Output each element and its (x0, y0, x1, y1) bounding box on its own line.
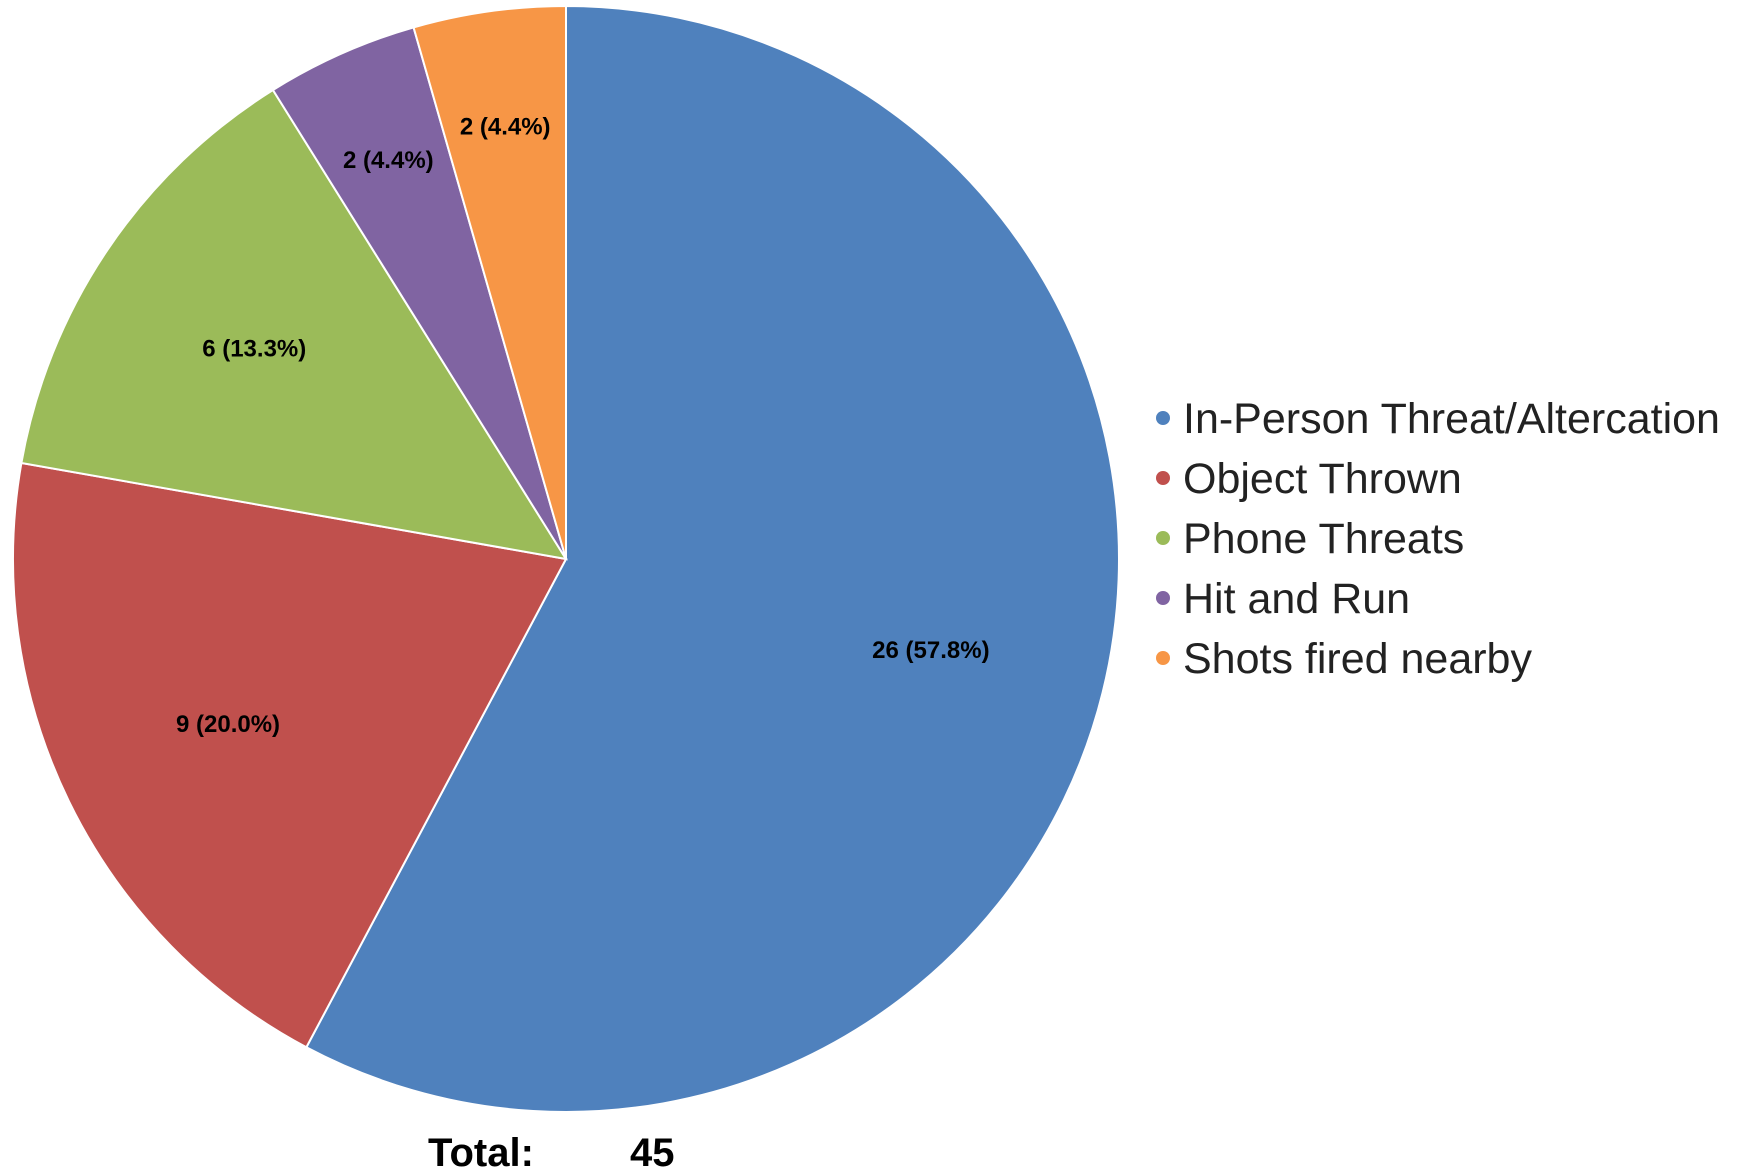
data-label-phone-threats: 6 (13.3%) (202, 336, 306, 363)
data-label-shots-fired-nearby: 2 (4.4%) (460, 113, 551, 140)
legend-item-shots-fired-nearby: Shots fired nearby (1156, 635, 1532, 683)
legend-marker (1156, 531, 1170, 545)
legend-label: Shots fired nearby (1183, 635, 1532, 683)
data-label-in-person-threat-altercation: 26 (57.8%) (872, 637, 989, 664)
legend: In-Person Threat/Altercation Object Throw… (1156, 395, 1720, 683)
legend-item-object-thrown: Object Thrown (1156, 455, 1462, 503)
legend-marker (1156, 651, 1170, 665)
legend-item-hit-and-run: Hit and Run (1156, 575, 1410, 623)
pie-slice-in-person-threat-altercation (305, 4, 1120, 1113)
legend-label: Hit and Run (1183, 575, 1410, 623)
total-label: Total: (428, 1131, 534, 1172)
pie-slice-object-thrown (12, 461, 568, 1049)
legend-item-in-person-threat-altercation: In-Person Threat/Altercation (1156, 395, 1720, 443)
pie-slices (12, 4, 1120, 1113)
pie-slice-shots-fired-nearby (412, 4, 567, 560)
legend-marker (1156, 471, 1170, 485)
legend-item-phone-threats: Phone Threats (1156, 515, 1464, 563)
legend-label: In-Person Threat/Altercation (1183, 395, 1720, 443)
legend-label: Phone Threats (1183, 515, 1464, 563)
legend-marker (1156, 411, 1170, 425)
pie-slice-phone-threats (20, 88, 569, 561)
total-value: 45 (630, 1131, 675, 1172)
data-label-hit-and-run: 2 (4.4%) (343, 147, 434, 174)
legend-marker (1156, 591, 1170, 605)
data-label-object-thrown: 9 (20.0%) (176, 711, 280, 738)
legend-label: Object Thrown (1183, 455, 1462, 503)
pie-data-labels: 26 (57.8%) 9 (20.0%) 6 (13.3%) 2 (4.4%) 2 (4… (176, 113, 990, 737)
